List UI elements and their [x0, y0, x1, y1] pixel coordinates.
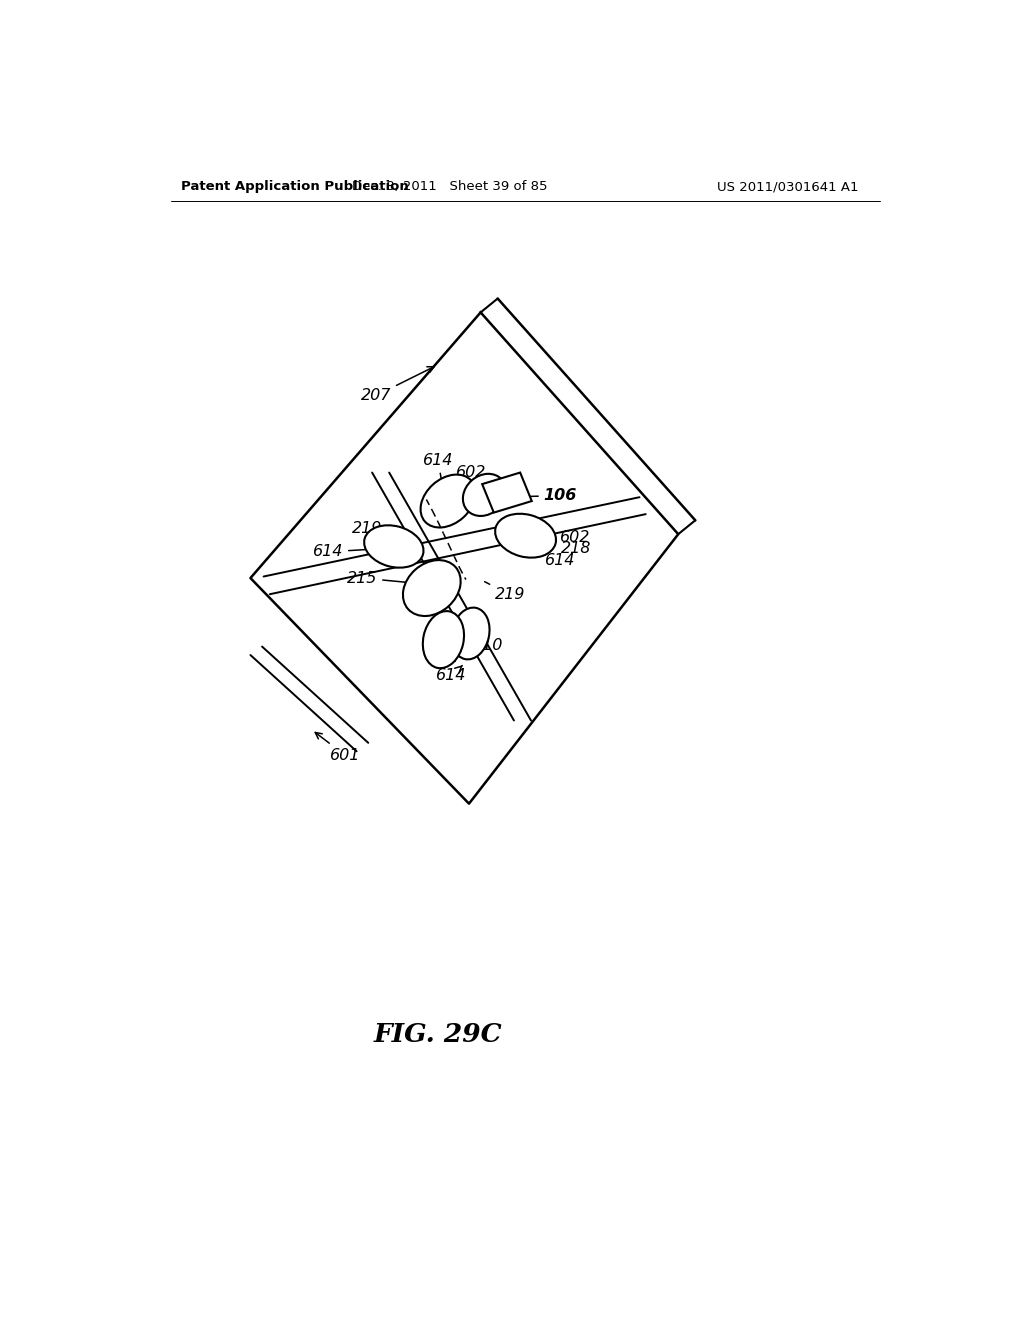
Ellipse shape [463, 474, 506, 516]
Text: 211: 211 [429, 644, 460, 665]
Text: 219: 219 [484, 582, 525, 602]
Text: 106: 106 [501, 488, 578, 503]
Ellipse shape [365, 525, 424, 568]
Text: 614: 614 [436, 665, 466, 684]
Ellipse shape [423, 611, 464, 668]
Ellipse shape [402, 560, 461, 616]
Ellipse shape [452, 607, 489, 660]
Text: 602: 602 [528, 529, 591, 545]
Text: Patent Application Publication: Patent Application Publication [180, 181, 409, 194]
Text: 614: 614 [423, 453, 454, 500]
Ellipse shape [421, 475, 475, 528]
Polygon shape [482, 473, 531, 512]
Text: Dec. 8, 2011   Sheet 39 of 85: Dec. 8, 2011 Sheet 39 of 85 [352, 181, 548, 194]
Text: 210: 210 [473, 635, 504, 653]
Text: 207: 207 [360, 367, 434, 403]
Text: 614: 614 [529, 549, 575, 568]
Text: FIG. 29C: FIG. 29C [374, 1022, 503, 1047]
Text: 602: 602 [456, 465, 486, 492]
Text: 601: 601 [315, 733, 360, 763]
Text: 614: 614 [312, 544, 387, 560]
Text: 218: 218 [528, 540, 591, 556]
Text: 215: 215 [347, 570, 422, 586]
Ellipse shape [496, 513, 556, 557]
Text: 219: 219 [351, 521, 410, 536]
Text: US 2011/0301641 A1: US 2011/0301641 A1 [717, 181, 858, 194]
